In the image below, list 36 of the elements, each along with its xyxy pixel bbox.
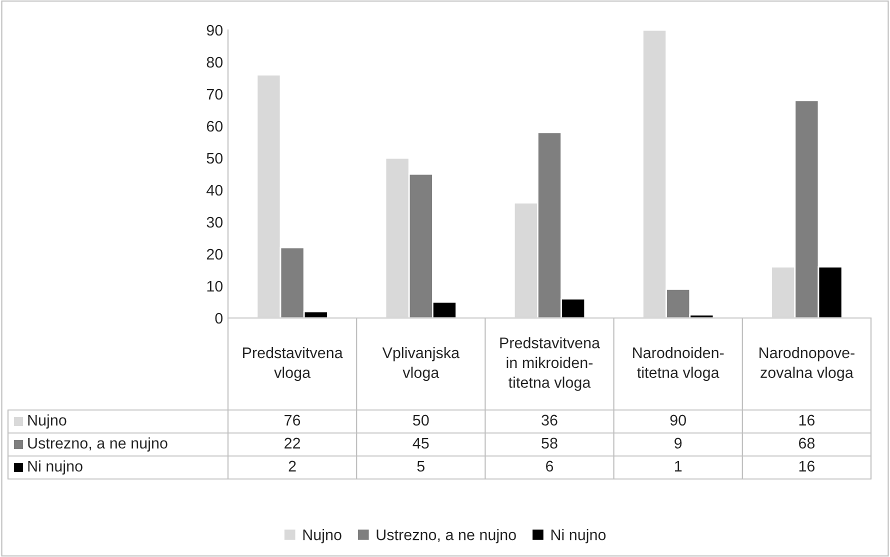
x-tick-label: Narodnopove- zovalna vloga — [760, 346, 854, 382]
data-label: 90 — [670, 414, 686, 426]
y-tick-label: 60 — [206, 120, 223, 132]
data-label: 16 — [799, 460, 815, 472]
data-label: 50 — [413, 414, 429, 426]
legend-label: Ustrezno, a ne nujno — [28, 437, 168, 452]
text: Nujno — [28, 414, 66, 429]
x-tick-label: Narodnoiden- titetna vloga — [633, 346, 724, 382]
legend-label: Ni nujno — [551, 529, 606, 544]
data-label: 5 — [417, 460, 425, 472]
y-tick-label: 70 — [206, 88, 223, 100]
x-tick-label: Predstavitvena in mikroiden- titetna vloga — [500, 337, 600, 391]
x-tick-label: Predstavitvena vloga — [243, 346, 343, 382]
y-tick-label: 90 — [206, 24, 223, 36]
y-tick-label: 50 — [206, 152, 223, 164]
data-label: 16 — [799, 414, 815, 426]
data-label: 1 — [675, 460, 682, 472]
data-label: 45 — [412, 438, 429, 449]
data-label: 58 — [542, 438, 558, 449]
data-label: 6 — [546, 460, 554, 472]
y-tick-label: 80 — [206, 56, 223, 68]
data-label: 36 — [542, 414, 558, 426]
y-tick-label: 0 — [215, 312, 223, 324]
data-label: 76 — [284, 414, 300, 426]
data-label: 22 — [284, 438, 300, 448]
data-label: 9 — [674, 438, 682, 449]
y-tick-label: 10 — [207, 280, 223, 292]
y-tick-label: 30 — [206, 216, 223, 228]
text: Ustrezno, a ne nujno — [376, 529, 516, 544]
y-tick-label: 20 — [206, 248, 223, 260]
data-label: 68 — [798, 438, 815, 449]
x-tick-label: Vplivanjska vloga — [382, 346, 460, 382]
legend-label: Nujno — [303, 529, 342, 544]
data-label: 2 — [288, 460, 296, 472]
text: Ni nujno — [28, 460, 82, 475]
y-tick-label: 40 — [206, 184, 223, 196]
